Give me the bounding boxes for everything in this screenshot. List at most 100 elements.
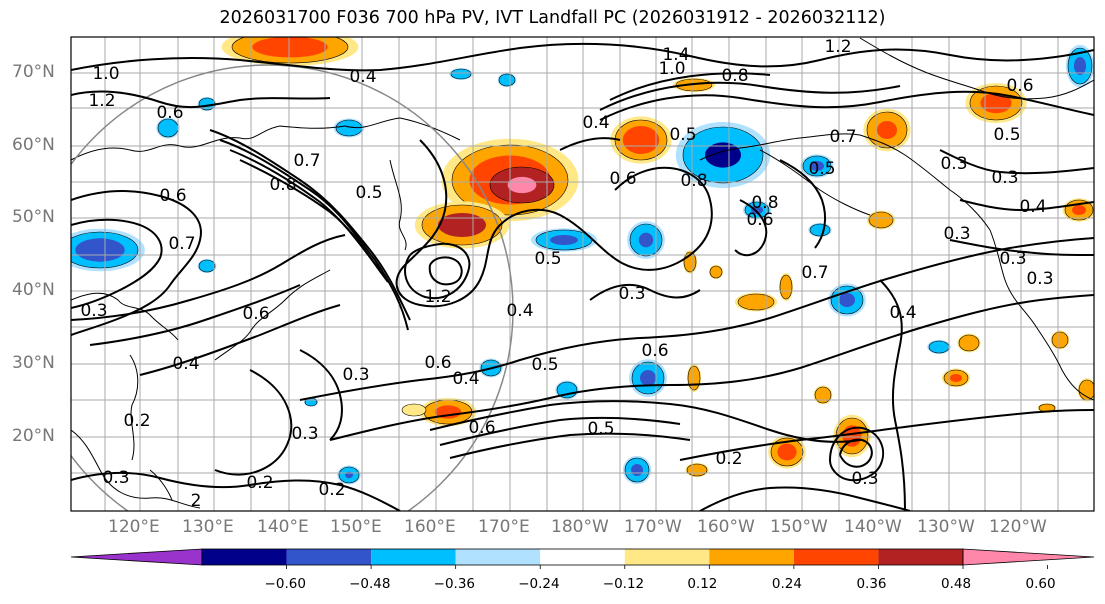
shading-core — [950, 374, 962, 382]
coastline — [71, 292, 179, 341]
pv-contours — [71, 42, 1094, 511]
colorbar-segment — [455, 549, 541, 565]
latitude-label: 60°N — [12, 135, 55, 155]
contour-label: 0.7 — [168, 234, 195, 254]
contour-label: 0.3 — [940, 154, 967, 174]
pv-contour — [599, 90, 1094, 121]
shading-core — [252, 37, 328, 58]
contour-label: 0.3 — [102, 468, 129, 488]
colorbar-segment — [540, 549, 625, 565]
contour-label: 0.6 — [641, 341, 668, 361]
contour-label: 1.4 — [662, 45, 689, 65]
pv-contour — [428, 256, 463, 286]
shading-blob — [401, 403, 427, 417]
contour-label: 0.8 — [269, 175, 296, 195]
contour-label: 0.6 — [609, 169, 636, 189]
shading-blob — [868, 211, 894, 229]
pv-contour — [139, 304, 341, 376]
longitude-label: 150°W — [770, 517, 828, 537]
contour-label: 0.7 — [829, 127, 856, 147]
shading-blob — [687, 365, 701, 391]
coastline — [129, 354, 139, 461]
contour-label: 0.3 — [943, 224, 970, 244]
shading-blob — [737, 293, 775, 311]
pv-contour — [679, 409, 1094, 461]
contour-label: 0.3 — [1026, 269, 1053, 289]
contour-label: 0.4 — [172, 354, 199, 374]
contour-label: 0.3 — [618, 284, 645, 304]
shading-blob — [686, 463, 708, 477]
contour-label: 0.3 — [291, 424, 318, 444]
contour-label: 0.5 — [531, 355, 558, 375]
pv-contour — [395, 139, 713, 308]
pv-contour — [589, 283, 701, 301]
pv-contour — [599, 81, 901, 111]
shading-blob — [450, 68, 472, 80]
shading-blob — [958, 334, 980, 352]
contour-label: 0.8 — [721, 66, 748, 86]
pv-contour — [609, 72, 771, 101]
contour-label: 1.2 — [424, 287, 451, 307]
shading-core — [507, 176, 537, 194]
pv-contour — [779, 159, 827, 249]
pv-contour — [559, 137, 621, 151]
longitude-label: 170°W — [624, 517, 682, 537]
contour-label: 0.4 — [582, 113, 609, 133]
contour-label: 0.7 — [293, 151, 320, 171]
colorbar-extend-low — [70, 548, 203, 566]
coastline — [759, 149, 871, 216]
shading-core — [631, 464, 643, 476]
colorbar-frame — [201, 548, 964, 566]
pv-contour — [734, 199, 768, 257]
latitude-label: 20°N — [12, 426, 55, 446]
contour-label: 0.6 — [156, 103, 183, 123]
contour-label: 0.3 — [991, 168, 1018, 188]
coastline — [389, 159, 407, 251]
longitude-label: 120°E — [108, 517, 160, 537]
pv-contour — [299, 349, 343, 441]
shading-core — [638, 232, 654, 248]
contour-label: 0.3 — [80, 301, 107, 321]
latitude-label: 40°N — [12, 280, 55, 300]
colorbar-segment — [709, 549, 794, 565]
colorbar-tick-label: 0.24 — [771, 576, 802, 592]
contour-label: 1.0 — [658, 59, 685, 79]
pv-contour — [959, 199, 1094, 212]
contour-label: 0.5 — [808, 159, 835, 179]
lat-lon-gridlines — [71, 37, 1094, 511]
longitude-label: 160°E — [404, 517, 456, 537]
contour-label: 0.6 — [746, 210, 773, 230]
pv-contour — [71, 42, 1094, 72]
shading-core — [777, 443, 797, 461]
colorbar-tick-label: 0.36 — [856, 576, 887, 592]
pv-contour — [71, 90, 331, 109]
shading-blob — [809, 223, 831, 237]
pv-contour — [404, 242, 471, 300]
shading-core — [640, 370, 656, 386]
pv-contour — [71, 190, 202, 336]
coastline — [344, 117, 461, 141]
coastline — [71, 429, 201, 509]
coastline — [699, 133, 861, 161]
pv-contour — [429, 400, 861, 443]
contour-label: 0.8 — [680, 171, 707, 191]
contour-label: 0.4 — [889, 303, 916, 323]
shading-blob — [928, 340, 950, 354]
shading-core — [75, 238, 125, 262]
colorbar-tick-label: −0.36 — [433, 576, 476, 592]
colorbar-segment — [371, 549, 456, 565]
colorbar-tick-label: −0.12 — [602, 576, 645, 592]
contour-label: 0.8 — [751, 193, 778, 213]
contour-label: 0.2 — [715, 449, 742, 469]
contour-label: 0.3 — [342, 365, 369, 385]
contour-label: 0.6 — [1006, 76, 1033, 96]
shading-blob — [675, 78, 713, 92]
contour-label: 0.5 — [669, 125, 696, 145]
coastline — [71, 137, 241, 161]
contour-label: 0.5 — [534, 249, 561, 269]
contour-label: 0.3 — [999, 249, 1026, 269]
pv-contour — [209, 129, 411, 321]
shading-blob — [814, 386, 832, 404]
pv-contour — [89, 284, 301, 346]
shading-core — [550, 235, 578, 245]
